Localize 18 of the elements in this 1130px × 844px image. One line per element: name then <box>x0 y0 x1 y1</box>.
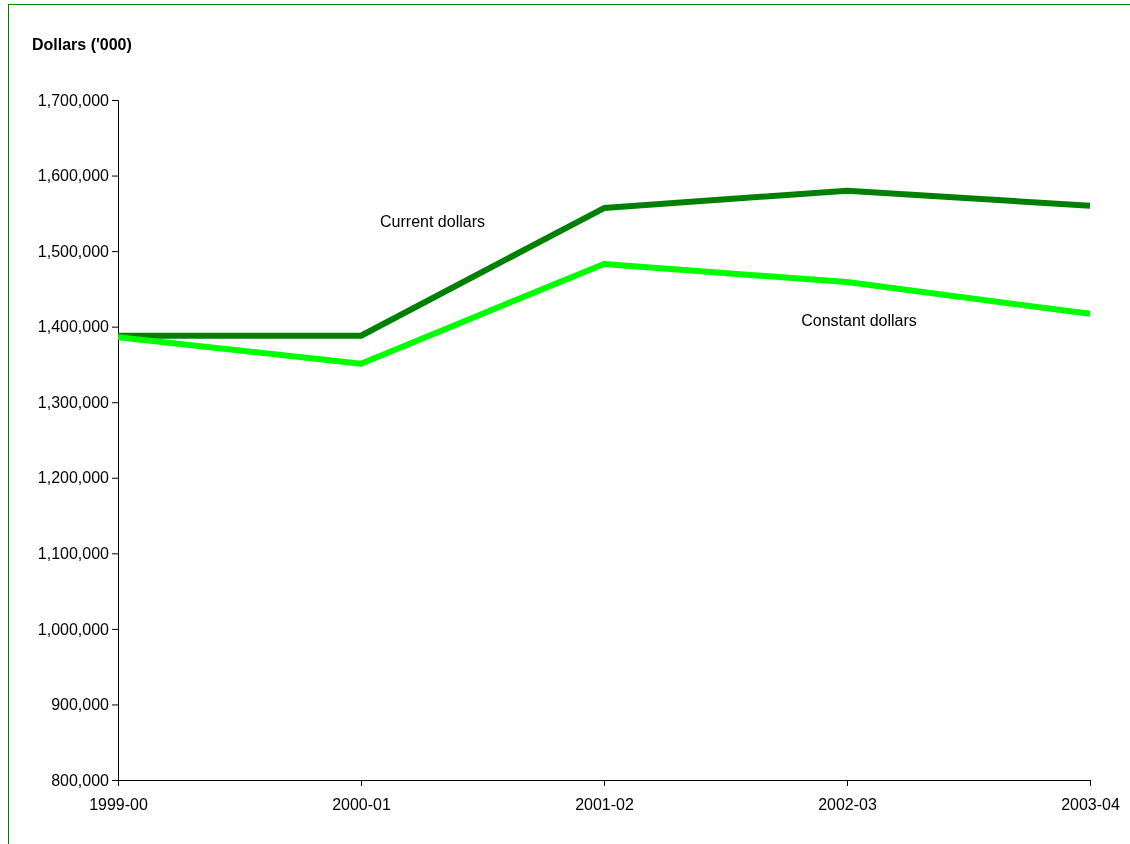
y-axis-title: Dollars ('000) <box>32 36 132 53</box>
y-tick-label: 1,000,000 <box>37 620 110 638</box>
y-tick-label: 800,000 <box>51 771 110 789</box>
y-tick-label: 1,600,000 <box>37 167 110 185</box>
y-tick-label: 1,300,000 <box>37 393 110 411</box>
y-tick-label: 1,200,000 <box>37 469 110 487</box>
x-tick-label: 2000-01 <box>332 795 391 813</box>
x-tick-label: 2001-02 <box>575 795 634 813</box>
series-label: Constant dollars <box>801 311 917 329</box>
y-tick-label: 1,400,000 <box>37 318 110 336</box>
x-tick-label: 2003-04 <box>1061 795 1120 813</box>
x-tick-label: 1999-00 <box>89 795 148 813</box>
y-tick-label: 900,000 <box>51 696 110 714</box>
y-tick-label: 1,500,000 <box>37 242 110 260</box>
y-tick-label: 1,100,000 <box>37 544 110 562</box>
text: Current dollars <box>380 212 485 230</box>
y-tick-label: 1,700,000 <box>37 91 110 109</box>
x-tick-label: 2002-03 <box>818 795 877 813</box>
